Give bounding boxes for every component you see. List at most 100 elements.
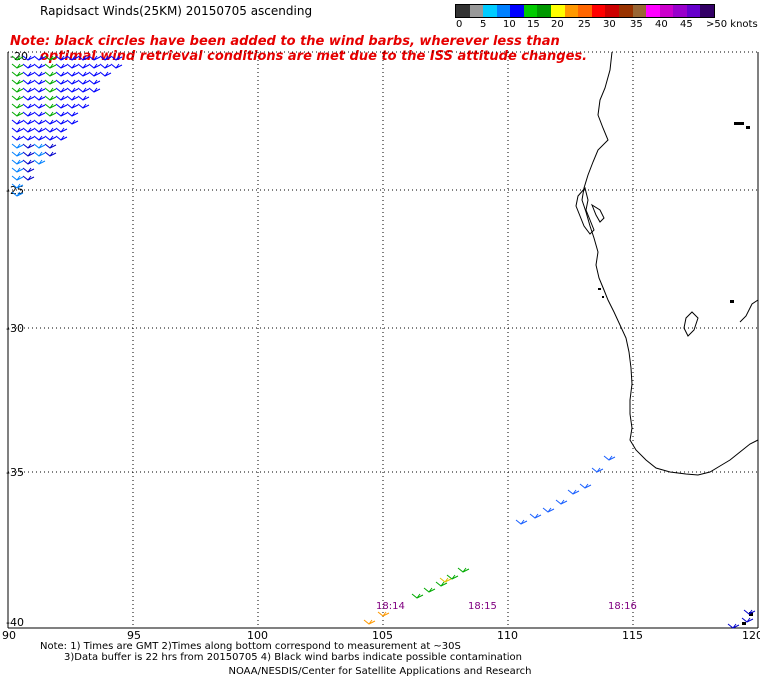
wind-barb — [55, 79, 68, 85]
coastline — [575, 51, 759, 476]
wind-barb — [77, 71, 90, 77]
iss-attitude-notice: Note: black circles have been added to t… — [10, 34, 587, 64]
time-label: 18:14 — [376, 601, 405, 612]
wind-barb — [11, 103, 24, 109]
wind-barb — [66, 55, 79, 61]
wind-barb — [33, 79, 46, 85]
wind-barb — [88, 79, 101, 85]
latitude-labels: -20 -25 -30 -35 -40 — [6, 50, 28, 629]
coastal-inlet — [683, 311, 699, 337]
wind-barb — [567, 489, 580, 495]
color-swatch — [510, 5, 524, 17]
lon-label: 110 — [497, 629, 518, 642]
map-title: Rapidsact Winds(25KM) 20150705 ascending — [40, 4, 313, 18]
color-swatch — [659, 5, 674, 17]
wind-barb — [22, 63, 35, 69]
legend-label: 0 — [456, 19, 463, 30]
wind-barb — [11, 191, 24, 197]
color-swatch — [523, 5, 538, 17]
wind-barb — [33, 143, 46, 149]
wind-barb — [579, 483, 592, 489]
wind-barb — [11, 87, 24, 93]
wind-barb — [22, 71, 35, 77]
wind-barb — [44, 103, 57, 109]
wind-barb — [22, 151, 35, 157]
island — [598, 288, 601, 290]
graticule — [8, 51, 758, 628]
legend-label: 40 — [655, 19, 668, 30]
wind-barb — [33, 159, 46, 165]
wind-barb — [77, 79, 90, 85]
wind-barb — [44, 151, 57, 157]
footnote-line-1: Note: 1) Times are GMT 2)Times along bot… — [40, 641, 461, 652]
wind-barb — [110, 63, 123, 69]
wind-barb — [22, 103, 35, 109]
wind-barb — [33, 151, 46, 157]
wind-barb — [44, 87, 57, 93]
wind-barb — [11, 127, 24, 133]
wind-barb — [33, 119, 46, 125]
wind-barb — [55, 71, 68, 77]
legend-label: 10 — [503, 19, 516, 30]
wind-barb — [55, 63, 68, 69]
wind-barb — [55, 95, 68, 101]
wind-barb — [457, 567, 470, 573]
legend-label: 20 — [551, 19, 564, 30]
shark-bay-peninsula — [590, 203, 605, 223]
island — [742, 622, 746, 625]
wind-barb — [22, 143, 35, 149]
wind-barb — [11, 119, 24, 125]
wind-barb — [55, 103, 68, 109]
wind-barb — [363, 619, 376, 625]
wind-barb — [22, 119, 35, 125]
legend-label: >50 knots — [706, 19, 758, 30]
wind-barb — [88, 87, 101, 93]
wind-barb — [77, 95, 90, 101]
lon-label: 120 — [742, 629, 760, 642]
wind-barb — [44, 71, 57, 77]
south-coast-bight — [739, 299, 759, 323]
wind-barb — [11, 55, 24, 61]
wind-barb — [22, 55, 35, 61]
notice-line-1: Note: black circles have been added to t… — [10, 34, 560, 49]
wind-barb — [22, 159, 35, 165]
color-swatch — [605, 5, 619, 17]
wind-barb — [11, 167, 24, 173]
wind-barb — [44, 55, 57, 61]
wind-barb — [33, 95, 46, 101]
color-swatch — [700, 5, 714, 17]
wind-barb — [44, 135, 57, 141]
wind-speed-legend-labels: 0 5 10 15 20 25 30 35 40 45 >50 knots — [448, 19, 760, 33]
wind-barb — [11, 135, 24, 141]
wind-barb — [66, 71, 79, 77]
color-swatch — [483, 5, 497, 17]
island — [734, 122, 744, 125]
legend-label: 35 — [630, 19, 643, 30]
wind-barb — [99, 71, 112, 77]
wind-barb — [66, 63, 79, 69]
island — [749, 612, 753, 616]
wind-barb — [77, 63, 90, 69]
color-swatch — [646, 5, 660, 17]
wind-barb — [110, 55, 123, 61]
wind-barb — [22, 167, 35, 173]
color-swatch — [564, 5, 579, 17]
lon-label: 95 — [127, 629, 141, 642]
wind-barb — [11, 95, 24, 101]
color-swatch — [496, 5, 511, 17]
color-swatch — [551, 5, 565, 17]
wind-barb — [603, 455, 616, 461]
wind-barb — [55, 55, 68, 61]
wind-barb — [423, 587, 436, 593]
wind-barb — [33, 87, 46, 93]
wind-barb — [44, 127, 57, 133]
wind-barb — [77, 103, 90, 109]
wind-barb — [11, 183, 24, 189]
wind-barb — [88, 55, 101, 61]
wind-barb — [66, 119, 79, 125]
wind-barb — [435, 581, 448, 587]
lat-label: -40 — [6, 616, 24, 629]
wind-barb — [44, 111, 57, 117]
wind-barb — [22, 95, 35, 101]
